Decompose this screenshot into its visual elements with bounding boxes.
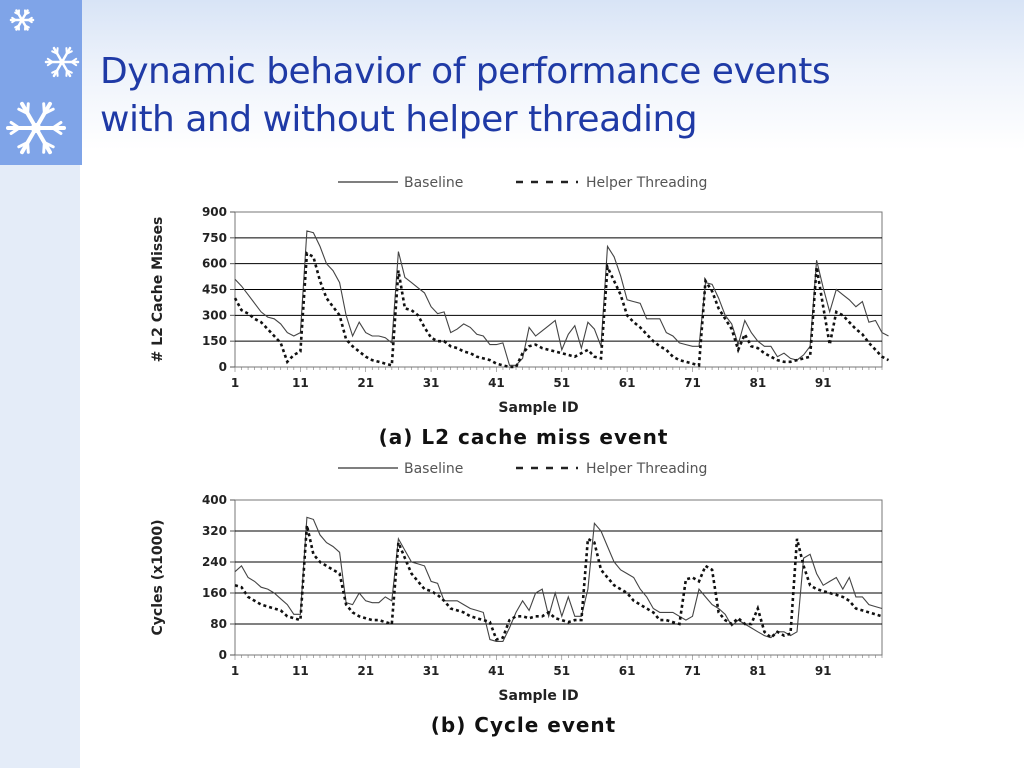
snowflake-branch: [9, 121, 21, 130]
x-tick-label: 1: [231, 664, 239, 678]
x-axis-label: Sample ID: [498, 688, 578, 704]
snowflake-branch: [11, 19, 17, 24]
snowflake-icon: [44, 46, 80, 78]
snowflake-icon: [6, 101, 66, 155]
x-axis-label: Sample ID: [498, 400, 578, 416]
x-tick-label: 51: [553, 664, 570, 678]
chart-legend: Baseline Helper Threading: [338, 175, 707, 191]
snowflake-branch: [9, 126, 21, 135]
snowflake-branch: [24, 24, 30, 29]
y-tick-label: 400: [202, 493, 227, 507]
y-tick-label: 150: [202, 334, 227, 348]
snowflake-branch: [42, 102, 46, 115]
x-tick-label: 21: [357, 664, 374, 678]
snowflake-branch: [27, 16, 33, 21]
slide-title-line1: Dynamic behavior of performance events: [100, 51, 831, 92]
y-tick-label: 160: [202, 586, 227, 600]
x-tick-label: 41: [488, 376, 505, 390]
snowflake-branch: [42, 141, 55, 149]
y-tick-label: 0: [219, 648, 227, 662]
y-tick-label: 750: [202, 231, 227, 245]
y-tick-label: 0: [219, 360, 227, 374]
snowflake-branch: [70, 57, 78, 63]
series-line-baseline: [234, 230, 889, 366]
snowflake-branch: [17, 107, 30, 115]
snowflake-branch: [26, 102, 30, 115]
x-tick-label: 61: [619, 664, 636, 678]
x-tick-label: 81: [749, 376, 766, 390]
snowflake-icon: [9, 9, 35, 31]
cycle-chart: Baseline Helper Threading 0 80 160 240 320 400 1…: [150, 462, 883, 737]
x-tick-label: 21: [357, 376, 374, 390]
x-tick-label: 81: [749, 664, 766, 678]
x-tick-label: 31: [423, 664, 440, 678]
y-axis-label: Cycles (x1000): [150, 520, 166, 636]
x-tick-label: 51: [553, 376, 570, 390]
chart-title: (b) Cycle event: [431, 713, 616, 737]
snowflake-branch: [14, 11, 20, 16]
snowflake-core: [30, 122, 42, 134]
y-tick-label: 300: [202, 308, 227, 322]
y-axis-label: # L2 Cache Misses: [150, 217, 166, 363]
x-tick-label: 11: [292, 376, 309, 390]
x-tick-label: 91: [815, 376, 832, 390]
y-tick-label: 240: [202, 555, 227, 569]
x-tick-label: 61: [619, 376, 636, 390]
y-tick-label: 80: [210, 617, 227, 631]
snowflake-branch: [17, 141, 30, 149]
slide-title-line2: with and without helper threading: [100, 99, 698, 140]
snowflake-branch: [46, 61, 54, 67]
x-tick-label: 31: [423, 376, 440, 390]
y-tick-label: 320: [202, 524, 227, 538]
slide-title: Dynamic behavior of performance events w…: [100, 48, 1000, 144]
y-tick-label: 450: [202, 283, 227, 297]
x-tick-label: 71: [684, 376, 701, 390]
x-tick-label: 1: [231, 376, 239, 390]
y-tick-label: 600: [202, 257, 227, 271]
snowflake-branch: [42, 107, 55, 115]
legend-label-baseline: Baseline: [404, 462, 463, 477]
chart-legend: Baseline Helper Threading: [338, 462, 707, 477]
x-tick-label: 41: [488, 664, 505, 678]
snowflake-core: [59, 59, 65, 65]
snowflake-branch: [65, 69, 73, 74]
snowflake-branch: [26, 141, 30, 154]
x-tick-label: 71: [684, 664, 701, 678]
chart-title: (a) L2 cache miss event: [379, 425, 669, 449]
snowflake-core: [20, 18, 24, 22]
legend-label-helper: Helper Threading: [586, 175, 707, 191]
snowflake-branch: [51, 50, 59, 55]
series-line-helper-threading: [233, 251, 890, 369]
snowflake-branch: [42, 141, 46, 154]
snowflake-branch: [51, 126, 63, 135]
y-tick-label: 900: [202, 205, 227, 219]
x-tick-label: 91: [815, 664, 832, 678]
legend-label-helper: Helper Threading: [586, 462, 707, 477]
snowflake-decorations: [6, 9, 80, 155]
series-line-helper-threading: [234, 524, 883, 642]
l2-cache-chart: Baseline Helper Threading 0 150 300 450 600 750…: [150, 175, 890, 449]
x-tick-label: 11: [292, 664, 309, 678]
sidebar-strip: [0, 165, 80, 768]
snowflake-branch: [51, 121, 63, 130]
legend-label-baseline: Baseline: [404, 175, 463, 191]
